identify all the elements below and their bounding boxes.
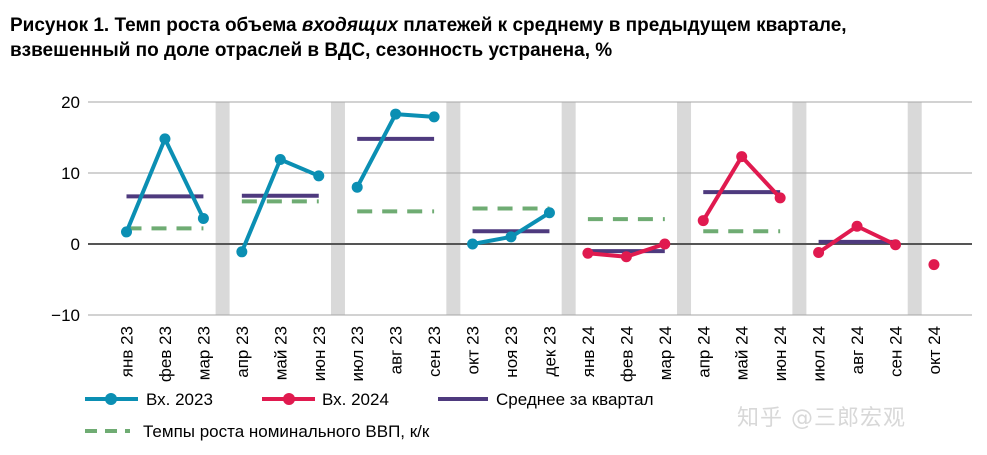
- x-tick-label: сен 24: [887, 326, 906, 377]
- x-tick-label: июн 24: [771, 326, 790, 381]
- watermark: 知乎 @三郎宏观: [737, 406, 906, 431]
- quarter-separators: [215, 102, 922, 315]
- vx2024-point: [813, 247, 825, 259]
- x-tick-label: окт 24: [925, 326, 944, 375]
- vx2024-line: [701, 154, 782, 222]
- quarter-separator: [792, 102, 807, 315]
- vx2023-point: [159, 133, 171, 145]
- x-tick-label: янв 24: [579, 326, 598, 377]
- x-tick-label: май 23: [271, 326, 290, 380]
- y-tick-label: 0: [71, 235, 80, 254]
- vx2024-point: [736, 151, 748, 163]
- legend-item-vx2023: Вх. 2023: [85, 390, 213, 409]
- vx2024-point: [697, 215, 709, 227]
- vx2023-point: [428, 111, 440, 123]
- vx2024-point: [582, 247, 594, 259]
- legend-item-average: Среднее за квартал: [438, 390, 654, 409]
- vx2023-point: [197, 212, 209, 224]
- legend-label-vx2023: Вх. 2023: [146, 390, 213, 409]
- x-tick-label: окт 23: [464, 326, 483, 375]
- y-tick-label: 20: [61, 93, 80, 112]
- quarter-separator: [446, 102, 461, 315]
- x-tick-label: ноя 23: [502, 326, 521, 378]
- vx2023-point: [121, 226, 132, 238]
- y-tick-label: −10: [51, 306, 80, 325]
- x-tick-label: июл 23: [348, 326, 367, 381]
- x-tick-label: апр 23: [233, 326, 252, 378]
- x-tick-label: янв 23: [118, 326, 137, 377]
- legend: Вх. 2023 Вх. 2024 Среднее за квартал Тем…: [85, 390, 654, 441]
- legend-label-gdp: Темпы роста номинального ВВП, к/к: [143, 422, 430, 441]
- legend-label-average: Среднее за квартал: [496, 390, 654, 409]
- payments-series: [121, 108, 940, 271]
- quarter-separator: [330, 102, 345, 315]
- vx2023-point: [543, 207, 555, 219]
- legend-label-vx2024: Вх. 2024: [322, 390, 389, 409]
- vx2023-point: [351, 181, 363, 193]
- vx2023-point: [390, 108, 402, 120]
- x-tick-label: июл 24: [810, 326, 829, 381]
- x-tick-label: авг 23: [387, 326, 406, 374]
- x-tick-label: апр 24: [694, 326, 713, 378]
- legend-item-vx2024: Вх. 2024: [262, 390, 389, 409]
- x-axis-ticks: янв 23 фев 23 мар 23 апр 23 май 23 июн 23 июл …: [118, 326, 944, 382]
- x-tick-label: май 24: [733, 326, 752, 380]
- gdp-series: [126, 199, 781, 234]
- x-tick-label: июн 23: [310, 326, 329, 381]
- x-tick-label: сен 23: [425, 326, 444, 377]
- vx2024-point: [774, 192, 786, 204]
- y-axis-ticks: −10 0 10 20: [51, 93, 80, 325]
- x-tick-label: мар 23: [194, 326, 213, 380]
- vx2023-point: [505, 231, 517, 243]
- vx2023-point: [274, 154, 286, 166]
- legend-item-gdp: Темпы роста номинального ВВП, к/к: [85, 422, 430, 441]
- vx2024-point: [620, 251, 632, 263]
- quarter-separator: [677, 102, 692, 315]
- x-tick-label: дек 23: [540, 326, 559, 376]
- quarter-separator: [215, 102, 230, 315]
- chart-title: Рисунок 1. Темп роста объема входящих пл…: [10, 15, 847, 61]
- x-tick-label: мар 24: [656, 326, 675, 380]
- vx2024-point: [851, 220, 863, 232]
- vx2023-line: [355, 112, 435, 189]
- vx2024-point: [659, 238, 671, 250]
- vx2023-line: [124, 136, 206, 233]
- x-tick-label: фев 23: [156, 326, 175, 382]
- x-tick-label: авг 24: [848, 326, 867, 374]
- grid-lines: [88, 101, 972, 316]
- quarter-separator: [907, 102, 922, 315]
- vx2023-point: [236, 246, 248, 258]
- y-tick-label: 10: [61, 164, 80, 183]
- vx2024-point: [890, 239, 901, 251]
- x-tick-label: фев 24: [617, 326, 636, 382]
- vx2023-point: [467, 238, 479, 250]
- vx2023-point: [313, 170, 325, 182]
- vx2024-point: [928, 259, 940, 271]
- quarter-separator: [561, 102, 576, 315]
